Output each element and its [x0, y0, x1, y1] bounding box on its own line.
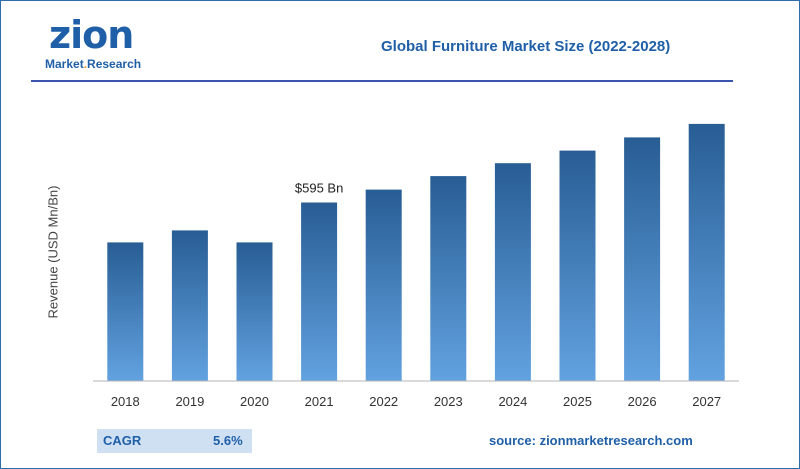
bar-2018 — [107, 242, 144, 381]
x-tick-label: 2023 — [434, 394, 463, 409]
cagr-value: 5.6% — [213, 433, 243, 448]
zion-logo: zion Market.Research — [41, 15, 161, 73]
logo-sub-right: Research — [87, 57, 142, 71]
bar-2027 — [688, 123, 725, 382]
data-label: $595 Bn — [295, 181, 343, 196]
logo-sub-left: Market — [45, 57, 84, 71]
logo-sub-dot: . — [83, 57, 88, 71]
x-tick-label: 2019 — [175, 394, 204, 409]
logo-subtitle: Market.Research — [45, 57, 141, 71]
logo-wordmark: zion — [49, 13, 134, 57]
x-tick-label: 2022 — [369, 394, 398, 409]
x-tick-label: 2025 — [563, 394, 592, 409]
bar-chart: 2018 2019 2020 2021 2022 2023 2024 2025 2026 2027… — [93, 123, 739, 409]
bar-2024 — [494, 163, 531, 381]
bar-2019 — [171, 230, 208, 381]
bar-2025 — [559, 150, 596, 381]
bar-2020 — [236, 242, 273, 381]
title-divider — [31, 80, 733, 82]
x-tick-label: 2026 — [628, 394, 657, 409]
source-credit: source: zionmarketresearch.com — [489, 433, 693, 448]
cagr-box: CAGR 5.6% — [97, 429, 252, 453]
x-tick-label: 2018 — [111, 394, 140, 409]
bar-2023 — [430, 176, 467, 381]
x-tick-label: 2020 — [240, 394, 269, 409]
x-tick-label: 2021 — [305, 394, 334, 409]
x-tick-label: 2027 — [692, 394, 721, 409]
bar-2026 — [624, 137, 661, 381]
bar-2021 — [301, 202, 338, 381]
cagr-label: CAGR — [103, 433, 142, 448]
chart-title: Global Furniture Market Size (2022-2028) — [381, 38, 671, 55]
x-tick-label: 2024 — [498, 394, 527, 409]
bar-2022 — [365, 189, 402, 381]
